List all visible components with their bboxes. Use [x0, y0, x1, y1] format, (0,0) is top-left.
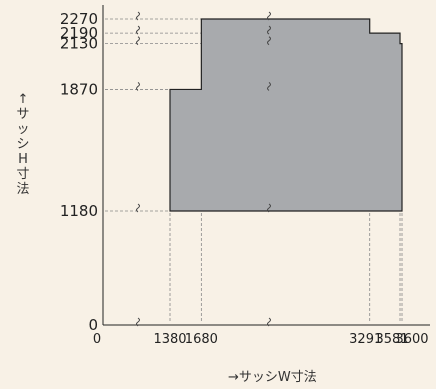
x-tick-label: 3600 [395, 332, 428, 347]
y-break-mark [136, 203, 140, 213]
y-axis-label-char: 寸 [16, 167, 30, 182]
x-break-mark [136, 317, 140, 327]
x-axis-title: →サッシW寸法 [228, 370, 317, 385]
y-axis-label-char: H [18, 152, 28, 167]
y-break-mark [267, 11, 271, 21]
y-break-mark [136, 11, 140, 21]
y-tick-label: 1870 [60, 80, 98, 98]
x-tick-label: 1680 [185, 332, 218, 347]
y-tick-label: 0 [88, 316, 98, 334]
y-break-mark [267, 82, 271, 91]
y-tick-label: 2130 [60, 35, 98, 53]
range-area [169, 18, 403, 212]
y-axis-label: ↑ サッシ H 寸法 [14, 92, 32, 197]
y-axis-label-char: ッ [16, 122, 30, 137]
x-tick-label: 0 [93, 332, 101, 347]
x-tick-label: 1380 [153, 332, 186, 347]
y-break-mark [267, 25, 271, 35]
x-tick-label: 3291 [349, 332, 382, 347]
y-axis-label-char: ↑ [17, 92, 29, 107]
y-break-mark [267, 203, 271, 213]
y-break-mark [136, 36, 140, 46]
y-axis-label-char: サ [16, 107, 30, 122]
y-break-mark [136, 25, 140, 35]
y-axis-label-char: 法 [16, 182, 30, 197]
y-tick-label: 2190 [60, 24, 98, 42]
y-tick-label: 2270 [60, 10, 98, 28]
x-tick-label: 3581 [375, 332, 408, 347]
x-break-mark [267, 317, 271, 327]
y-break-mark [136, 82, 140, 91]
y-break-mark [267, 36, 271, 46]
y-axis-label-char: シ [16, 137, 30, 152]
y-tick-label: 1180 [60, 202, 98, 220]
